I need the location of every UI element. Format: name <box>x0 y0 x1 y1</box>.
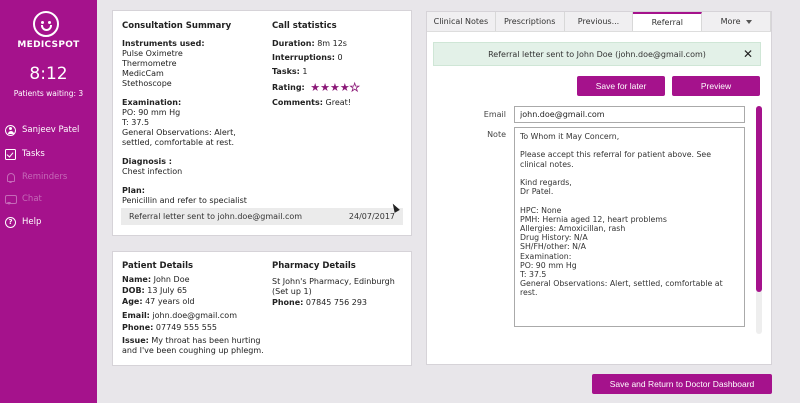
referral-status-text: Referral letter sent to john.doe@gmail.c… <box>129 212 303 221</box>
user-icon <box>5 124 16 136</box>
tasks-icon <box>5 148 16 160</box>
star-icon: ★ <box>320 80 331 94</box>
sidebar-item-profile[interactable]: Sanjeev Patel <box>5 123 79 137</box>
tab-referral[interactable]: Referral <box>633 12 703 31</box>
instruments-label: Instruments used: <box>122 39 205 48</box>
pharmacy-title: Pharmacy Details <box>272 261 356 271</box>
examination-line: settled, comfortable at rest. <box>122 138 235 147</box>
referral-status-date: 24/07/2017 <box>348 212 395 221</box>
email-label: Email <box>483 110 506 119</box>
patient-title: Patient Details <box>122 261 194 271</box>
sidebar-item-label: Help <box>22 217 42 227</box>
sidebar-item-label: Tasks <box>22 149 45 159</box>
patient-age-label: Age: <box>122 297 143 306</box>
tab-prescriptions[interactable]: Prescriptions <box>495 12 565 31</box>
tab-label: Clinical Notes <box>433 17 489 26</box>
interruptions-label: Interruptions: <box>272 53 335 62</box>
instrument-item: MedicCam <box>122 69 164 78</box>
email-field[interactable] <box>514 106 745 123</box>
patient-age: 47 years old <box>145 297 195 306</box>
help-icon: ? <box>5 216 16 228</box>
sidebar-item-reminders[interactable]: Reminders <box>5 170 67 184</box>
preview-button[interactable]: Preview <box>672 76 760 96</box>
examination-line: PO: 90 mm Hg <box>122 108 181 117</box>
medicspot-logo-icon <box>33 11 59 37</box>
comments-value: Great! <box>325 98 351 107</box>
instrument-item: Thermometre <box>122 59 177 68</box>
referral-sent-notice: Referral letter sent to John Doe (john.d… <box>433 42 761 66</box>
tab-label: More <box>720 17 741 26</box>
star-icon: ★ <box>349 80 360 94</box>
chat-icon <box>5 194 17 205</box>
tab-previous[interactable]: Previous... <box>564 12 634 31</box>
duration-label: Duration: <box>272 39 315 48</box>
pharmacy-phone: 07845 756 293 <box>305 298 367 307</box>
tasks-label: Tasks: <box>272 67 300 76</box>
patient-dob: 13 July 65 <box>147 286 188 295</box>
bell-icon <box>5 172 16 183</box>
tab-label: Prescriptions <box>504 17 556 26</box>
tab-label: Previous... <box>577 17 620 26</box>
patient-issue-cont: and I've been coughing up phlegm. <box>122 346 264 355</box>
sidebar: MEDICSPOT 8:12 Patients waiting: 3 Sanje… <box>0 0 97 403</box>
pharmacy-name: St John's Pharmacy, Edinburgh <box>272 277 395 286</box>
plan-value: Penicillin and refer to specialist <box>122 196 247 205</box>
scrollbar-thumb[interactable] <box>756 106 762 292</box>
patient-name: John Doe <box>153 275 190 284</box>
interruptions-value: 0 <box>337 53 343 62</box>
rating-stars: ★ ★ ★ ★ ★ <box>310 80 360 94</box>
instrument-item: Stethoscope <box>122 79 172 88</box>
examination-label: Examination: <box>122 98 182 107</box>
rating-label: Rating: <box>272 83 305 92</box>
patient-email: john.doe@gmail.com <box>152 311 237 320</box>
sidebar-item-label: Chat <box>22 194 42 204</box>
patients-waiting: Patients waiting: 3 <box>13 89 84 98</box>
patient-name-label: Name: <box>122 275 152 284</box>
star-icon: ★ <box>310 80 321 94</box>
plan-label: Plan: <box>122 186 145 195</box>
examination-line: General Observations: Alert, <box>122 128 236 137</box>
patient-details-panel: Patient Details Name: John Doe DOB: 13 J… <box>112 251 412 366</box>
sidebar-item-tasks[interactable]: Tasks <box>5 147 45 161</box>
tab-clinical-notes[interactable]: Clinical Notes <box>427 12 496 31</box>
sidebar-item-label: Reminders <box>22 172 68 182</box>
pharmacy-setup: (Set up 1) <box>272 287 312 296</box>
examination-line: T: 37.5 <box>122 118 150 127</box>
patient-issue: My throat has been hurting <box>151 336 261 345</box>
sidebar-item-label: Sanjeev Patel <box>22 125 80 135</box>
save-for-later-button[interactable]: Save for later <box>577 76 665 96</box>
consultation-summary-panel: Consultation Summary Instruments used: P… <box>112 10 412 236</box>
star-icon: ★ <box>339 80 350 94</box>
referral-status-bar: Referral letter sent to john.doe@gmail.c… <box>121 208 403 225</box>
referral-panel: Clinical Notes Prescriptions Previous...… <box>426 11 772 365</box>
notice-text: Referral letter sent to John Doe (john.d… <box>488 49 706 59</box>
consultation-title: Consultation Summary <box>122 21 232 31</box>
brand-name: MEDICSPOT <box>17 40 80 50</box>
close-icon[interactable]: ✕ <box>742 47 753 61</box>
diagnosis-value: Chest infection <box>122 167 183 176</box>
note-label: Note <box>487 130 506 139</box>
tasks-value: 1 <box>302 67 308 76</box>
chevron-down-icon <box>745 19 752 24</box>
sidebar-item-chat[interactable]: Chat <box>5 192 42 206</box>
duration-value: 8m 12s <box>317 39 347 48</box>
tab-more[interactable]: More <box>702 12 771 31</box>
star-icon: ★ <box>330 80 340 94</box>
tab-label: Referral <box>651 18 683 27</box>
patient-dob-label: DOB: <box>122 286 145 295</box>
save-and-return-button[interactable]: Save and Return to Doctor Dashboard <box>592 374 772 394</box>
patient-issue-label: Issue: <box>122 336 149 345</box>
patient-phone: 07749 555 555 <box>155 323 217 332</box>
comments-label: Comments: <box>272 98 323 107</box>
diagnosis-label: Diagnosis : <box>122 157 172 166</box>
tab-bar: Clinical Notes Prescriptions Previous...… <box>427 12 771 32</box>
clock: 8:12 <box>29 64 68 84</box>
call-stats-title: Call statistics <box>272 21 337 31</box>
note-textarea[interactable]: To Whom it May Concern, Please accept th… <box>514 127 745 327</box>
pharmacy-phone-label: Phone: <box>272 298 304 307</box>
patient-phone-label: Phone: <box>122 323 154 332</box>
instrument-item: Pulse Oximetre <box>122 49 183 58</box>
sidebar-item-help[interactable]: ? Help <box>5 215 41 229</box>
patient-email-label: Email: <box>122 311 150 320</box>
